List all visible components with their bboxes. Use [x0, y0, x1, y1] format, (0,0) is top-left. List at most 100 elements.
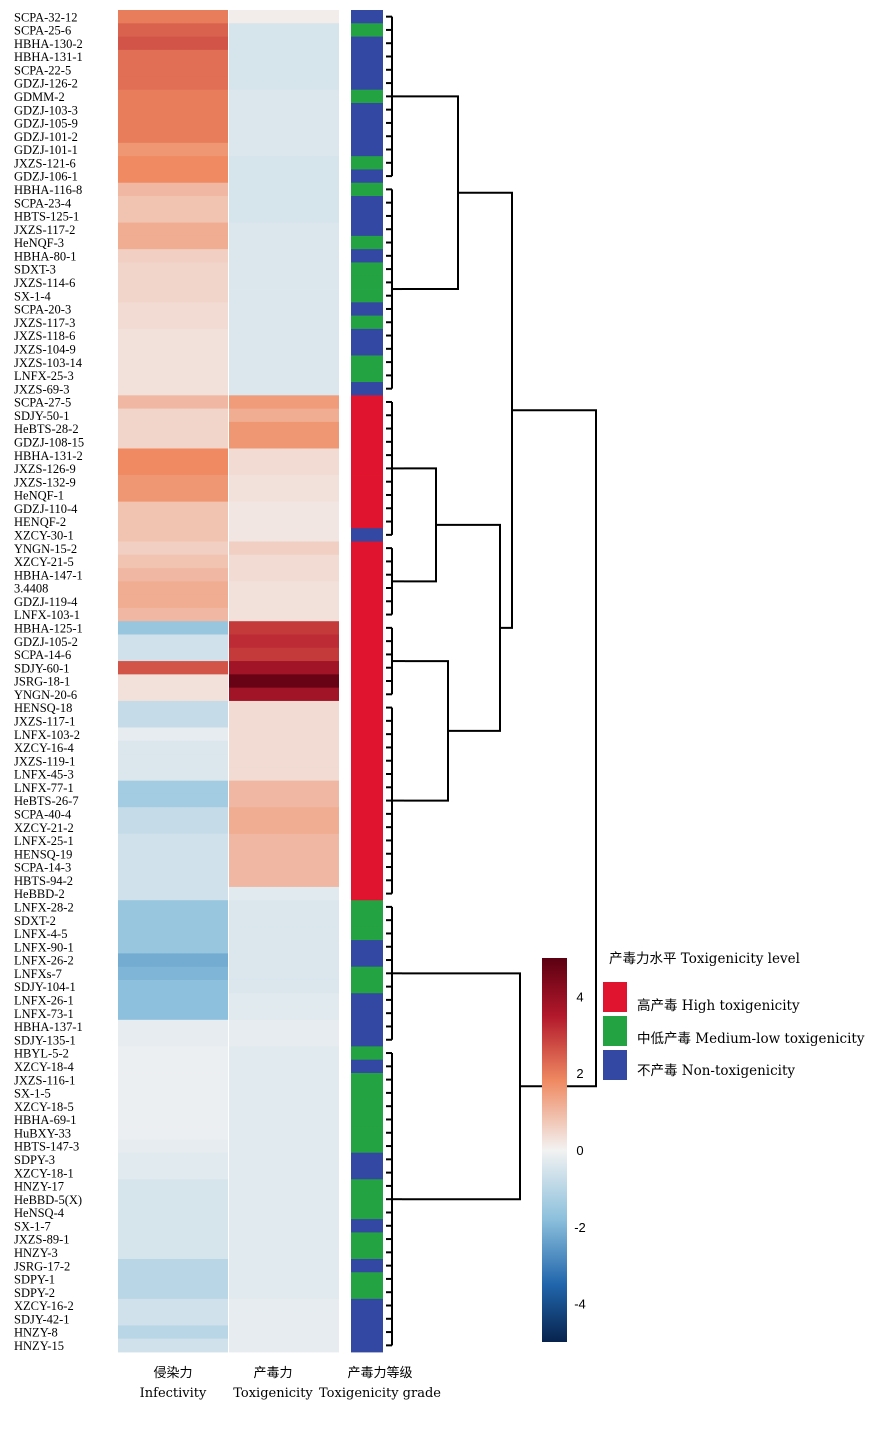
row-label-hbha-147-1: HBHA-147-1	[14, 568, 83, 582]
row-label-henqf-3: HeNQF-3	[14, 236, 64, 250]
cell-grade-hbha-131-2	[351, 448, 383, 463]
cell-toxigenicity-gdzj-108-15	[229, 435, 339, 449]
cell-grade-lnfx-77-1	[351, 780, 383, 795]
cell-grade-gdzj-103-3	[351, 103, 383, 117]
row-label-sx-1-4: SX-1-4	[14, 289, 52, 303]
cell-toxigenicity-sdjy-104-1	[229, 979, 339, 994]
cell-infectivity-lnfx-45-3	[118, 767, 228, 782]
cell-toxigenicity-hubxy-33	[229, 1126, 339, 1140]
dendrogram-branch	[458, 191, 513, 629]
cell-toxigenicity-jxzs-119-1	[229, 754, 339, 768]
cell-toxigenicity-lnfx-26-2	[229, 953, 339, 968]
cell-infectivity-lnfx-90-1	[118, 940, 228, 954]
row-label-lnfx-73-1: LNFX-73-1	[14, 1007, 74, 1021]
cell-infectivity-scpa-20-3	[118, 302, 228, 317]
cell-toxigenicity-jxzs-117-3	[229, 315, 339, 330]
cell-infectivity-lnfx-103-2	[118, 727, 228, 742]
cell-infectivity-jxzs-69-3	[118, 382, 228, 396]
cell-toxigenicity-lnfx-25-3	[229, 368, 339, 383]
cell-infectivity-lnfx-103-1	[118, 607, 228, 622]
row-label-gdzj-108-15: GDZJ-108-15	[14, 435, 84, 449]
cell-grade-yngn-15-2	[351, 541, 383, 556]
row-label-gdmm-2: GDMM-2	[14, 90, 65, 104]
cell-infectivity-sdjy-60-1	[118, 661, 228, 675]
cell-infectivity-jxzs-117-2	[118, 222, 228, 237]
cell-grade-hubxy-33	[351, 1126, 383, 1140]
cell-toxigenicity-hbha-125-1	[229, 621, 339, 635]
row-label-lnfx-45-3: LNFX-45-3	[14, 768, 74, 782]
colorbar-ticks: 4 2 0 -2 -4	[574, 989, 586, 1311]
column-label-toxigenicity-cn: 产毒力	[253, 1366, 292, 1381]
cell-toxigenicity-hbts-94-2	[229, 873, 339, 888]
cell-infectivity-gdzj-108-15	[118, 435, 228, 449]
row-label-hnzy-8: HNZY-8	[14, 1326, 58, 1340]
cell-toxigenicity-hensq-19	[229, 847, 339, 861]
cell-infectivity-scpa-23-4	[118, 196, 228, 210]
cell-infectivity-sx-1-4	[118, 289, 228, 303]
cell-infectivity-jxzs-116-1	[118, 1072, 228, 1087]
cell-grade-hebts-28-2	[351, 421, 383, 436]
column-label-grade-en: Toxigenicity grade	[319, 1386, 441, 1401]
cell-grade-jxzs-132-9	[351, 475, 383, 489]
cell-grade-jxzs-117-2	[351, 222, 383, 237]
row-label-xzcy-21-2: XZCY-21-2	[14, 821, 74, 835]
cell-toxigenicity-yngn-20-6	[229, 687, 339, 702]
cell-infectivity-jxzs-126-9	[118, 461, 228, 476]
colorbar-tick-minus-2: -2	[574, 1220, 586, 1235]
cell-toxigenicity-gdzj-105-9	[229, 116, 339, 130]
cell-grade-gdzj-106-1	[351, 169, 383, 184]
cell-infectivity-hbha-130-2	[118, 36, 228, 51]
row-label-scpa-14-6: SCPA-14-6	[14, 648, 71, 662]
cell-infectivity-hbyl-5-2	[118, 1046, 228, 1061]
row-label-3-4408: 3.4408	[14, 582, 48, 596]
cell-infectivity-gdzj-126-2	[118, 76, 228, 91]
cell-grade-jxzs-103-14	[351, 355, 383, 370]
cell-toxigenicity-3-4408	[229, 581, 339, 596]
legend-swatch-non	[603, 1050, 627, 1080]
cell-infectivity-gdzj-105-2	[118, 634, 228, 649]
cell-infectivity-hbts-94-2	[118, 873, 228, 888]
cell-infectivity-jxzs-132-9	[118, 475, 228, 489]
cell-toxigenicity-hnzy-15	[229, 1338, 339, 1353]
row-label-hensq-18: HENSQ-18	[14, 701, 72, 715]
cell-infectivity-jxzs-103-14	[118, 355, 228, 370]
cell-infectivity-scpa-40-4	[118, 807, 228, 821]
cell-infectivity-yngn-20-6	[118, 687, 228, 702]
cell-infectivity-lnfx-73-1	[118, 1006, 228, 1021]
row-label-hbts-125-1: HBTS-125-1	[14, 210, 79, 224]
column-label-infectivity-cn: 侵染力	[153, 1365, 192, 1381]
cell-infectivity-hbha-147-1	[118, 568, 228, 582]
cell-grade-xzcy-18-4	[351, 1059, 383, 1074]
cell-toxigenicity-hebbd-5-x-	[229, 1192, 339, 1207]
row-label-lnfx-26-1: LNFX-26-1	[14, 994, 74, 1008]
cell-toxigenicity-hbha-116-8	[229, 182, 339, 197]
row-label-jxzs-117-3: JXZS-117-3	[14, 316, 75, 330]
cell-infectivity-hubxy-33	[118, 1126, 228, 1140]
cell-infectivity-jxzs-89-1	[118, 1232, 228, 1247]
colorbar-tick-4: 4	[576, 989, 583, 1004]
cell-toxigenicity-sx-1-4	[229, 289, 339, 303]
cell-grade-gdzj-126-2	[351, 76, 383, 91]
row-label-sdjy-50-1: SDJY-50-1	[14, 409, 70, 423]
cell-infectivity-scpa-22-5	[118, 63, 228, 77]
row-label-lnfx-26-2: LNFX-26-2	[14, 954, 74, 968]
row-label-lnfx-25-3: LNFX-25-3	[14, 369, 74, 383]
cell-grade-hnzy-3	[351, 1245, 383, 1260]
cell-grade-lnfx-90-1	[351, 940, 383, 954]
cell-infectivity-gdzj-110-4	[118, 501, 228, 516]
legend-label-high: 高产毒 High toxigenicity	[637, 997, 800, 1014]
row-label-hnzy-3: HNZY-3	[14, 1246, 58, 1260]
cell-toxigenicity-lnfx-26-1	[229, 993, 339, 1007]
cell-grade-sdpy-2	[351, 1285, 383, 1300]
row-label-sx-1-7: SX-1-7	[14, 1219, 51, 1233]
cell-toxigenicity-jxzs-103-14	[229, 355, 339, 370]
cell-grade-hensq-4	[351, 1205, 383, 1220]
cell-grade-lnfx-26-1	[351, 993, 383, 1007]
cell-grade-xzcy-16-2	[351, 1298, 383, 1313]
colorbar-tick-0: 0	[576, 1143, 583, 1158]
cell-toxigenicity-hnzy-3	[229, 1245, 339, 1260]
cell-toxigenicity-jxzs-89-1	[229, 1232, 339, 1247]
row-label-jxzs-121-6: JXZS-121-6	[14, 156, 76, 170]
cell-grade-xzcy-30-1	[351, 528, 383, 542]
row-label-lnfx-28-2: LNFX-28-2	[14, 901, 74, 915]
